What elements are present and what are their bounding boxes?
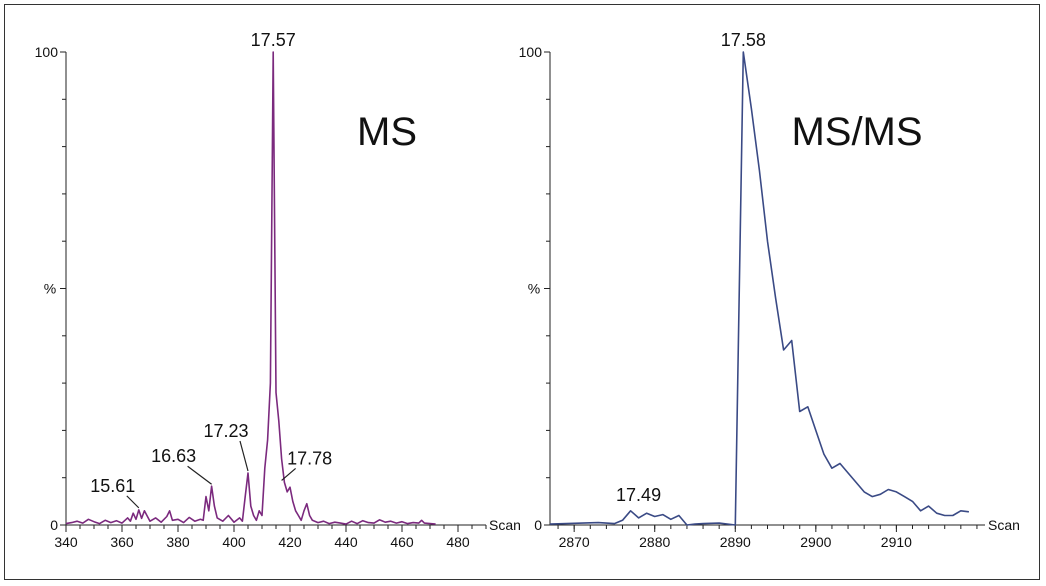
ms-peak-label: 17.23 <box>203 421 248 441</box>
ms-x-tick-label: 360 <box>110 534 134 550</box>
ms-peak-leader <box>281 467 296 481</box>
ms-x-tick-label: 380 <box>166 534 190 550</box>
msms-chart: 0 100% 2870 2880 2890 2900 2910 Scan 17.58 17.49 M… <box>519 30 1020 550</box>
ms-series-line <box>65 51 436 525</box>
ms-x-tick-label: 460 <box>390 534 414 550</box>
ms-x-axis-label: Scan <box>489 517 521 533</box>
msms-y-axis-label: % <box>528 281 540 297</box>
ms-y-tick-label: 0 <box>50 517 58 533</box>
ms-chart: 0 100% 340 360 380 400 420 440 460 480 Scan 17.57 15… <box>35 30 521 550</box>
chromatogram-figure: 0 100% 340 360 380 400 420 440 460 480 Scan 17.57 15… <box>35 30 1020 550</box>
ms-y-tick-label: 100 <box>35 44 59 60</box>
ms-peak-leader <box>187 465 212 485</box>
figure-frame: 0 100% 340 360 380 400 420 440 460 480 Scan 17.57 15… <box>4 4 1040 580</box>
ms-x-tick-label: 480 <box>446 534 470 550</box>
msms-y-tick-label: 0 <box>534 517 542 533</box>
ms-x-tick-label: 400 <box>222 534 246 550</box>
ms-x-tick-label: 340 <box>54 534 78 550</box>
msms-peak-label: 17.58 <box>721 30 766 50</box>
ms-peak-leader <box>239 440 249 472</box>
msms-x-tick-label: 2890 <box>720 534 751 550</box>
ms-y-axis-label: % <box>44 281 56 297</box>
ms-peak-leader <box>126 495 140 509</box>
ms-peak-label: 16.63 <box>151 446 196 466</box>
msms-x-tick-label: 2870 <box>559 534 590 550</box>
ms-peak-label: 15.61 <box>90 476 135 496</box>
ms-x-tick-label: 420 <box>278 534 302 550</box>
msms-x-tick-label: 2900 <box>800 534 831 550</box>
msms-title: MS/MS <box>791 110 922 154</box>
msms-series-line <box>549 51 969 526</box>
ms-peak-label: 17.57 <box>251 30 296 50</box>
msms-y-tick-label: 100 <box>519 44 543 60</box>
msms-x-tick-label: 2880 <box>639 534 670 550</box>
ms-title: MS <box>357 110 417 154</box>
msms-peak-label: 17.49 <box>616 485 661 505</box>
msms-x-tick-label: 2910 <box>881 534 912 550</box>
ms-x-tick-label: 440 <box>334 534 358 550</box>
ms-peak-label: 17.78 <box>287 448 332 468</box>
msms-x-axis-label: Scan <box>988 517 1020 533</box>
